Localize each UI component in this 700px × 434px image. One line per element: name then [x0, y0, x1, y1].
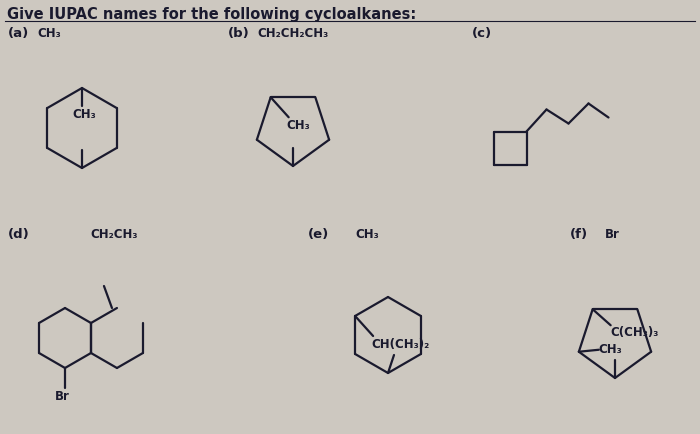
Text: CH₃: CH₃	[72, 108, 96, 121]
Text: Br: Br	[605, 228, 620, 241]
Text: CH₂CH₂CH₃: CH₂CH₂CH₃	[257, 27, 328, 40]
Text: (c): (c)	[472, 27, 492, 40]
Text: CH₃: CH₃	[355, 228, 379, 241]
Text: CH₃: CH₃	[287, 119, 310, 132]
Text: (e): (e)	[308, 228, 329, 241]
Text: (a): (a)	[8, 27, 29, 40]
Text: C(CH₃)₃: C(CH₃)₃	[610, 326, 659, 339]
Text: Br: Br	[55, 390, 70, 403]
Text: Give IUPAC names for the following cycloalkanes:: Give IUPAC names for the following cyclo…	[7, 7, 416, 22]
Text: CH(CH₃)₂: CH(CH₃)₂	[371, 338, 429, 351]
Text: CH₃: CH₃	[37, 27, 61, 40]
Text: (b): (b)	[228, 27, 250, 40]
Text: CH₃: CH₃	[599, 343, 622, 356]
Text: CH₂CH₃: CH₂CH₃	[90, 228, 137, 241]
Text: (d): (d)	[8, 228, 29, 241]
Text: (f): (f)	[570, 228, 588, 241]
